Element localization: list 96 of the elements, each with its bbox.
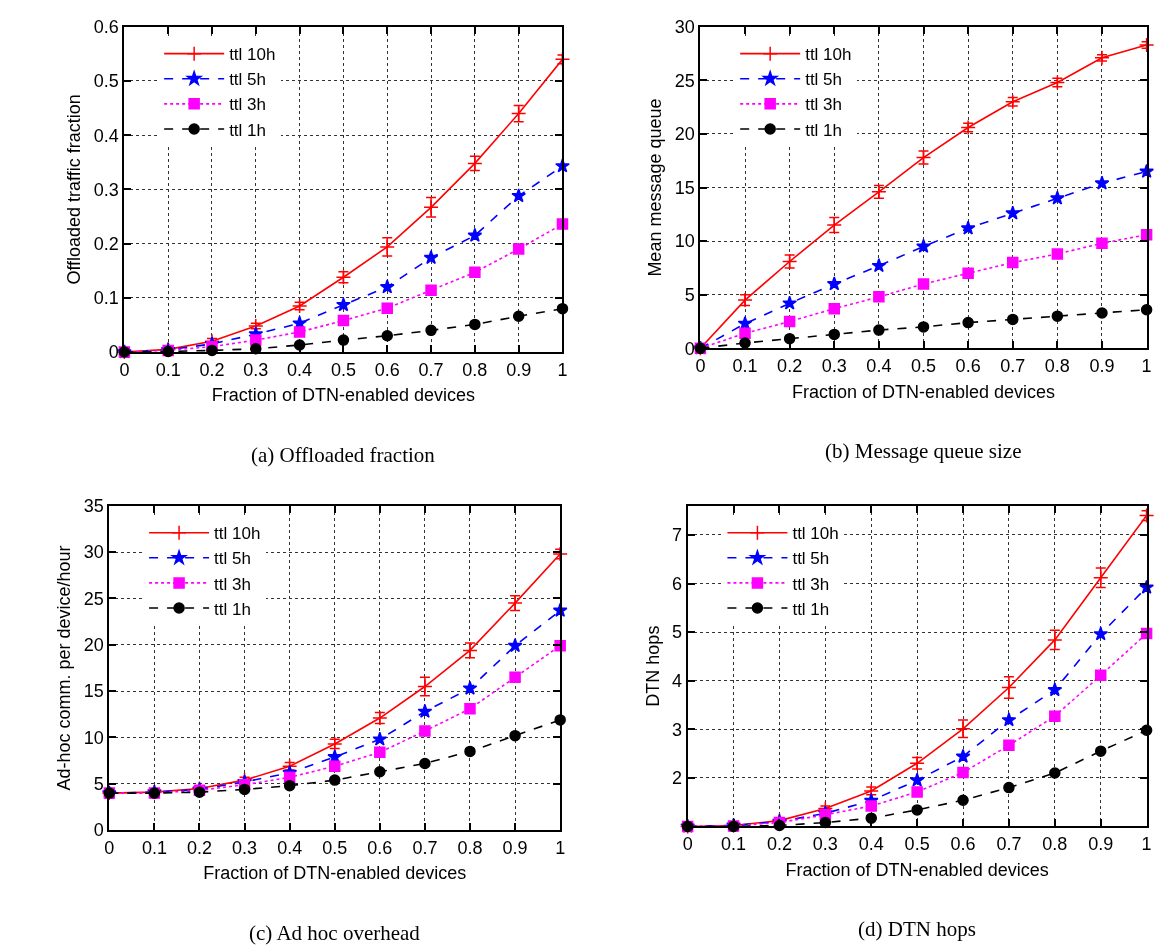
legend-label: ttl 5h (805, 70, 843, 90)
x-tick-label: 1 (1141, 834, 1152, 855)
y-tick-label: 10 (83, 727, 104, 748)
x-tick-label: 0.7 (996, 834, 1022, 855)
y-axis-title: DTN hops (642, 625, 663, 707)
legend-label: ttl 5h (229, 70, 267, 90)
y-tick-label: 3 (672, 719, 683, 740)
y-axis-title: Mean message queue (645, 98, 666, 277)
y-tick-label: 0.2 (93, 233, 119, 254)
y-tick-label: 5 (93, 774, 104, 795)
x-tick-label: 0.6 (955, 355, 981, 376)
text: (a) Offloaded fraction (251, 443, 436, 467)
legend-label: ttl 3h (805, 95, 843, 115)
x-tick-label: 0.1 (732, 355, 758, 376)
x-axis-title: Fraction of DTN-enabled devices (785, 859, 1049, 880)
x-tick-label: 0.9 (1089, 355, 1115, 376)
x-tick-label: 0.8 (457, 837, 483, 858)
x-axis-title: Fraction of DTN-enabled devices (203, 863, 467, 884)
x-tick-label: 1 (1141, 355, 1152, 376)
legend-label: ttl 10h (229, 45, 276, 65)
x-tick-label: 0.8 (1044, 355, 1070, 376)
y-axis-title: Offloaded traffic fraction (64, 94, 85, 285)
y-tick-label: 0.6 (93, 17, 119, 38)
x-tick-label: 0.3 (243, 359, 269, 380)
x-tick-label: 0.7 (1000, 355, 1026, 376)
y-tick-label: 20 (83, 635, 104, 656)
legend-label: ttl 3h (214, 574, 251, 594)
y-tick-label: 5 (672, 622, 683, 643)
y-tick-label: 0.4 (93, 125, 119, 146)
legend-label: ttl 5h (792, 549, 830, 569)
y-tick-label: 15 (83, 681, 104, 702)
y-tick-label: 5 (684, 285, 695, 306)
x-tick-label: 0.7 (418, 359, 444, 380)
legend-label: ttl 1h (805, 120, 843, 140)
legend-label: ttl 1h (229, 120, 267, 140)
legend-label: ttl 1h (792, 599, 830, 619)
x-tick-label: 0.7 (412, 837, 438, 858)
x-tick-label: 0.5 (330, 359, 356, 380)
x-tick-label: 1 (557, 359, 568, 380)
x-tick-label: 0.2 (186, 837, 212, 858)
y-tick-label: 7 (672, 525, 683, 546)
y-tick-label: 25 (83, 588, 104, 609)
y-tick-label: 0 (93, 820, 104, 841)
y-tick-label: 30 (674, 17, 695, 38)
x-axis-title: Fraction of DTN-enabled devices (791, 381, 1056, 402)
legend-label: ttl 1h (214, 599, 251, 619)
legend-label: ttl 10h (805, 45, 852, 65)
text: (c) Ad hoc overhead (249, 921, 421, 945)
legend-label: ttl 3h (792, 574, 830, 594)
x-tick-label: 0.5 (322, 837, 348, 858)
legend-label: ttl 10h (214, 524, 261, 544)
x-axis-title: Fraction of DTN-enabled devices (211, 385, 475, 406)
y-tick-label: 0.5 (93, 71, 119, 92)
x-tick-label: 0.2 (199, 359, 225, 380)
x-tick-label: 0.3 (812, 834, 838, 855)
x-tick-label: 0.6 (374, 359, 400, 380)
text: (b) Message queue size (825, 439, 1022, 463)
y-tick-label: 4 (672, 671, 683, 691)
x-tick-label: 0.9 (506, 359, 532, 380)
legend-label: ttl 5h (214, 549, 251, 569)
x-tick-label: 0.5 (910, 355, 937, 376)
x-tick-label: 0.3 (232, 837, 258, 858)
legend-label: ttl 3h (229, 95, 267, 115)
y-tick-label: 15 (674, 177, 695, 198)
y-tick-label: 30 (83, 542, 104, 563)
x-tick-label: 0.2 (777, 355, 803, 376)
y-axis-title: Ad-hoc comm. per device/hour (54, 545, 75, 791)
y-tick-label: 0 (684, 338, 695, 359)
legend-label: ttl 10h (792, 524, 839, 544)
y-tick-label: 0.1 (93, 288, 119, 309)
x-tick-label: 0.4 (277, 837, 303, 858)
x-tick-label: 0.8 (462, 359, 488, 380)
x-tick-label: 0.1 (721, 834, 747, 855)
x-tick-label: 0.9 (1088, 834, 1114, 855)
y-tick-label: 35 (83, 496, 104, 517)
x-tick-label: 0.3 (821, 355, 847, 376)
x-tick-label: 0.5 (904, 834, 930, 855)
y-tick-label: 0 (108, 342, 119, 363)
y-tick-label: 6 (672, 573, 683, 594)
y-tick-label: 0.3 (93, 179, 119, 200)
x-tick-label: 0.6 (950, 834, 976, 855)
y-tick-label: 2 (672, 768, 683, 789)
x-tick-label: 1 (555, 837, 566, 858)
x-tick-label: 0.1 (155, 359, 181, 380)
x-tick-label: 0.2 (766, 834, 792, 855)
x-tick-label: 0.9 (502, 837, 528, 858)
x-tick-label: 0.4 (866, 355, 892, 376)
y-tick-label: 20 (674, 124, 695, 145)
y-tick-label: 10 (674, 231, 695, 252)
x-tick-label: 0.8 (1042, 834, 1068, 855)
x-tick-label: 0.1 (141, 837, 167, 858)
y-tick-label: 25 (674, 70, 695, 91)
text: (d) DTN hops (858, 917, 976, 941)
x-tick-label: 0.4 (858, 834, 884, 855)
x-tick-label: 0.6 (367, 837, 393, 858)
x-tick-label: 0.4 (287, 359, 313, 380)
